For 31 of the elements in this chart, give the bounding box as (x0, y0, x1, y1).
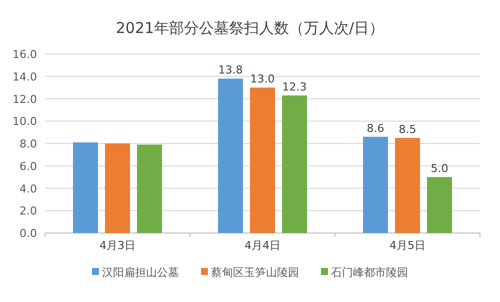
y-tick-label: 12.0 (12, 92, 37, 106)
data-label: 13.8 (218, 64, 243, 77)
chart-title: 2021年部分公墓祭扫人数（万人次/日） (116, 19, 384, 37)
data-label: 8.5 (398, 122, 416, 136)
legend-label: 蔡甸区玉笋山陵园 (211, 266, 299, 279)
y-tick-label: 4.0 (20, 182, 37, 196)
y-tick-label: 8.0 (20, 138, 37, 150)
y-tick-label: 2.0 (20, 204, 37, 218)
y-tick-label: 16.0 (12, 48, 37, 61)
data-label: 13.0 (250, 72, 275, 86)
bar (218, 78, 243, 233)
legend-label: 石门峰都市陵园 (331, 266, 408, 279)
bar (363, 136, 388, 233)
bar (105, 144, 130, 233)
data-label: 12.3 (282, 80, 307, 94)
bar (427, 177, 452, 233)
data-label: 8.6 (366, 122, 384, 135)
bar (137, 144, 162, 233)
bar (73, 142, 98, 233)
legend-label: 汉阳扁担山公墓 (102, 266, 179, 279)
bar (282, 95, 307, 233)
x-tick-label: 4月3日 (100, 239, 136, 252)
data-label: 5.0 (430, 162, 448, 176)
y-tick-label: 14.0 (12, 70, 37, 84)
y-tick-label: 10.0 (12, 115, 37, 128)
bar (250, 88, 275, 233)
bar (395, 138, 420, 233)
x-tick-label: 4月4日 (244, 239, 280, 252)
x-tick-label: 4月5日 (390, 239, 426, 252)
y-tick-label: 6.0 (20, 160, 37, 173)
y-tick-label: 0.0 (20, 227, 37, 240)
